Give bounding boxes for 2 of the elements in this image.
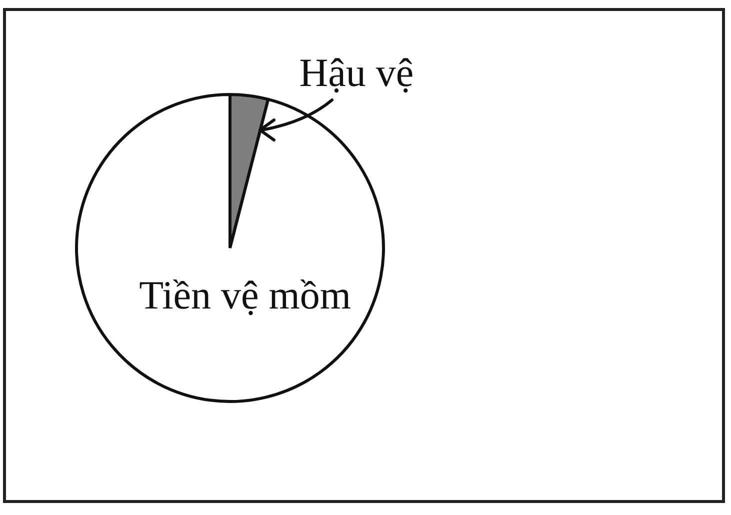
slice-label: Hậu vệ: [299, 50, 414, 96]
slice-label: Tiền vệ mồm: [139, 272, 351, 318]
